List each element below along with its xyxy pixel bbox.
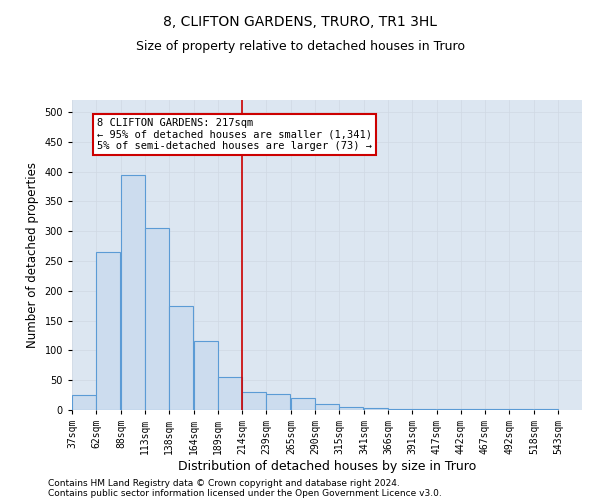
Bar (96, 252, 120, 410)
X-axis label: Distribution of detached houses by size in Truro: Distribution of detached houses by size … (178, 460, 476, 473)
Bar (388, 409, 412, 410)
Bar (266, 394, 290, 410)
Text: 8 CLIFTON GARDENS: 217sqm
← 95% of detached houses are smaller (1,341)
5% of sem: 8 CLIFTON GARDENS: 217sqm ← 95% of detac… (97, 118, 372, 151)
Text: Contains HM Land Registry data © Crown copyright and database right 2024.: Contains HM Land Registry data © Crown c… (48, 478, 400, 488)
Text: Contains public sector information licensed under the Open Government Licence v3: Contains public sector information licen… (48, 488, 442, 498)
Bar (169, 306, 193, 410)
Bar (437, 409, 461, 410)
Bar (121, 174, 145, 410)
Y-axis label: Number of detached properties: Number of detached properties (26, 162, 39, 348)
Bar (339, 407, 363, 410)
Bar (242, 392, 266, 410)
Bar (218, 377, 242, 410)
Bar (315, 404, 339, 410)
Bar (291, 398, 315, 410)
Bar (412, 409, 436, 410)
Text: 8, CLIFTON GARDENS, TRURO, TR1 3HL: 8, CLIFTON GARDENS, TRURO, TR1 3HL (163, 15, 437, 29)
Bar (364, 408, 388, 410)
Bar (72, 395, 96, 410)
Text: Size of property relative to detached houses in Truro: Size of property relative to detached ho… (136, 40, 464, 53)
Bar (194, 342, 218, 410)
Bar (145, 228, 169, 410)
